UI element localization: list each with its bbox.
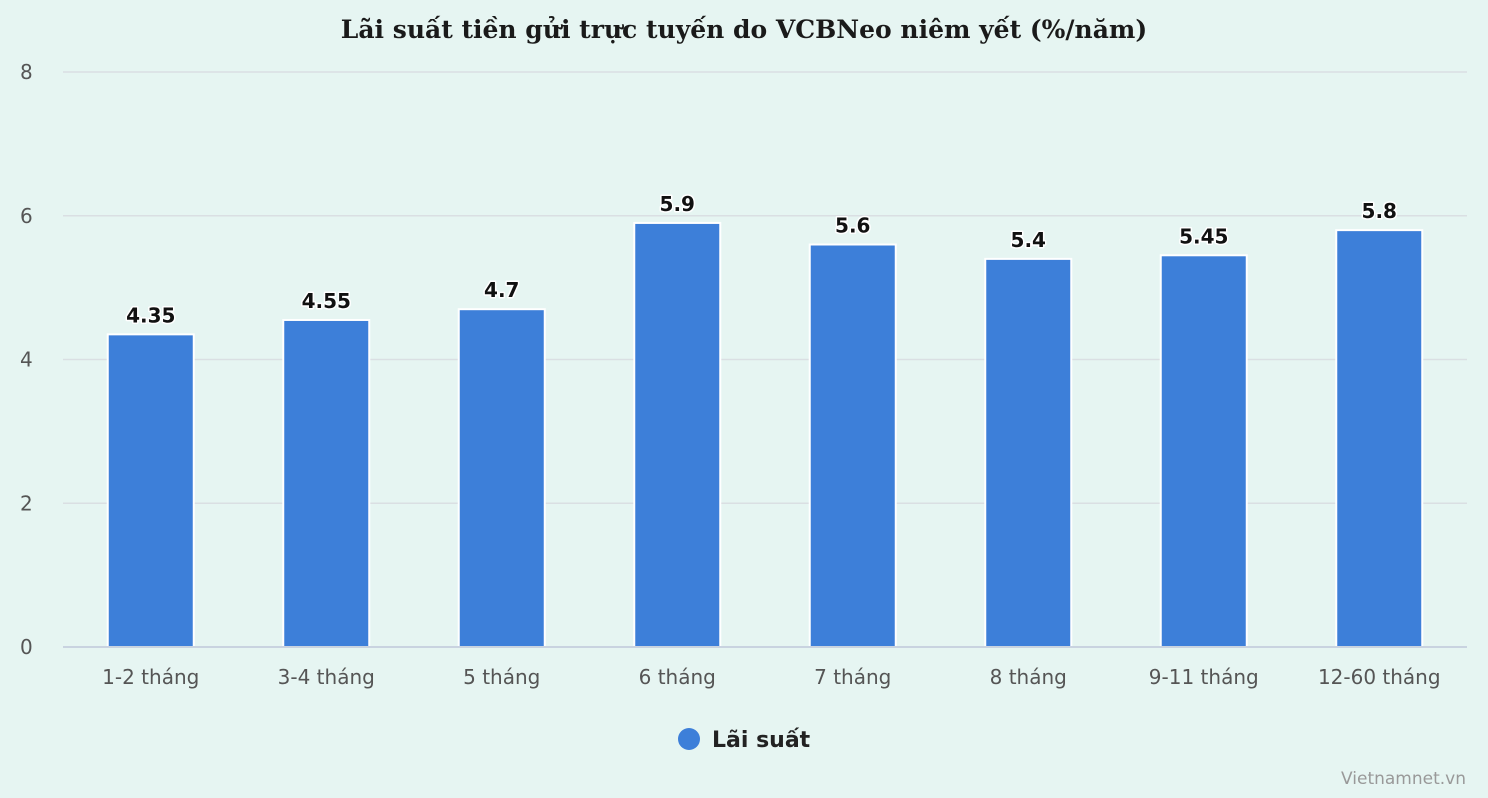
- data-label: 5.4: [1011, 228, 1046, 252]
- y-tick-label: 4: [20, 348, 33, 372]
- data-label: 5.45: [1179, 224, 1228, 248]
- data-label: 4.55: [302, 289, 351, 313]
- y-axis-ticks: 0 2 4 6 8: [20, 60, 33, 659]
- data-label: 5.6: [835, 214, 870, 238]
- grid-lines: [63, 71, 1467, 504]
- y-tick-label: 8: [20, 60, 33, 84]
- x-tick-label: 1-2 tháng: [102, 665, 199, 689]
- x-axis-ticks: 1-2 tháng 3-4 tháng 5 tháng 6 tháng 7 tháng 8…: [102, 665, 1440, 689]
- bar[interactable]: [282, 318, 371, 648]
- data-label: 5.8: [1362, 199, 1397, 223]
- bar[interactable]: [633, 221, 722, 648]
- data-label: 4.35: [126, 303, 175, 327]
- data-label: 5.9: [660, 192, 695, 216]
- y-tick-label: 6: [20, 204, 33, 228]
- y-tick-label: 0: [20, 635, 33, 659]
- bar[interactable]: [1159, 254, 1248, 648]
- legend[interactable]: Lãi suất: [678, 728, 811, 753]
- chart-title: Lãi suất tiền gửi trực tuyến do VCBNeo n…: [341, 15, 1147, 44]
- x-tick-label: 7 tháng: [814, 665, 891, 689]
- credit-label: Vietnamnet.vn: [1341, 769, 1466, 789]
- bar[interactable]: [106, 333, 195, 648]
- x-tick-label: 12-60 tháng: [1318, 665, 1441, 689]
- x-tick-label: 3-4 tháng: [278, 665, 375, 689]
- legend-marker[interactable]: [678, 728, 700, 750]
- data-labels: 4.35 4.55 4.7 5.9 5.6 5.4 5.45 5.8: [125, 190, 1399, 328]
- bar[interactable]: [1335, 229, 1424, 648]
- x-tick-label: 8 tháng: [990, 665, 1067, 689]
- x-tick-label: 6 tháng: [639, 665, 716, 689]
- y-tick-label: 2: [20, 491, 33, 515]
- bar[interactable]: [457, 308, 546, 648]
- bars: [106, 221, 1424, 648]
- x-tick-label: 5 tháng: [463, 665, 540, 689]
- legend-label[interactable]: Lãi suất: [712, 728, 811, 753]
- data-label: 4.7: [484, 278, 519, 302]
- x-tick-label: 9-11 tháng: [1149, 665, 1259, 689]
- bar[interactable]: [984, 257, 1073, 648]
- bar[interactable]: [808, 243, 897, 648]
